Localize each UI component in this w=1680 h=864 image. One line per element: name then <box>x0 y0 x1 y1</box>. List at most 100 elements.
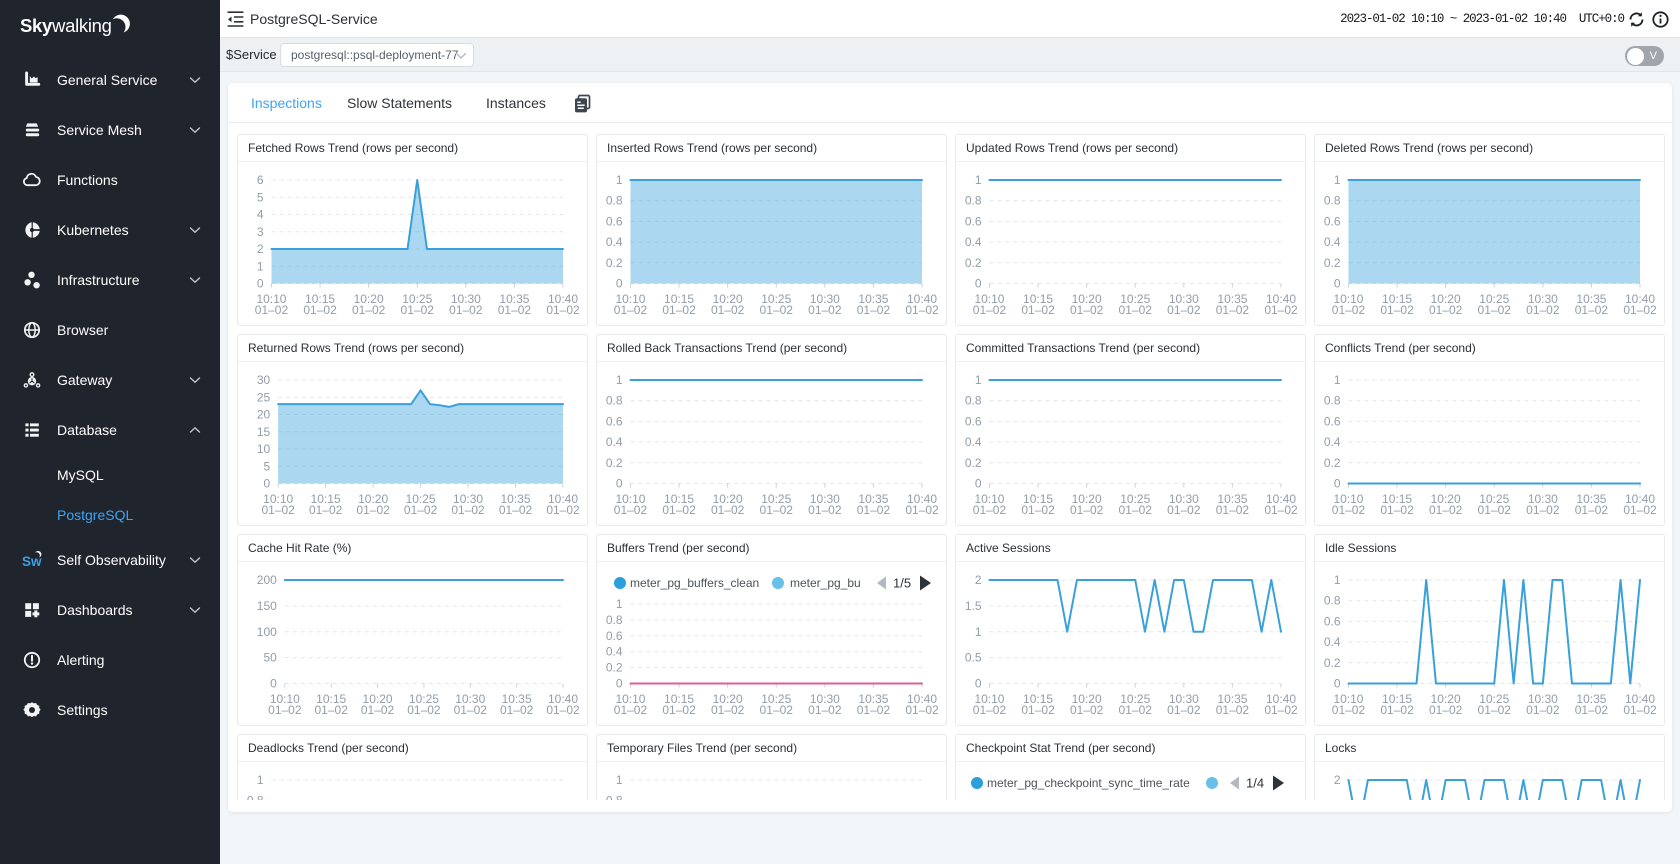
svg-text:0.8: 0.8 <box>606 613 623 627</box>
svg-text:0: 0 <box>264 477 271 491</box>
svg-text:01–02: 01–02 <box>1070 303 1104 317</box>
svg-text:01–02: 01–02 <box>857 303 891 317</box>
svg-text:10:30: 10:30 <box>1169 292 1199 306</box>
svg-text:10:20: 10:20 <box>354 292 384 306</box>
svg-text:10:10: 10:10 <box>1333 292 1363 306</box>
svg-text:01–02: 01–02 <box>1216 503 1250 517</box>
svg-text:10:10: 10:10 <box>256 292 286 306</box>
svg-text:10:40: 10:40 <box>1625 292 1655 306</box>
svg-text:01–02: 01–02 <box>1575 303 1609 317</box>
svg-text:10:15: 10:15 <box>1382 492 1412 506</box>
svg-text:0.6: 0.6 <box>606 414 623 428</box>
svg-text:10:20: 10:20 <box>1072 692 1102 706</box>
svg-text:10:25: 10:25 <box>1479 292 1509 306</box>
svg-text:01–02: 01–02 <box>1264 303 1298 317</box>
svg-text:0.2: 0.2 <box>965 456 982 470</box>
svg-text:6: 6 <box>257 173 264 187</box>
svg-text:0.8: 0.8 <box>965 394 982 408</box>
svg-text:10:10: 10:10 <box>615 292 645 306</box>
svg-text:100: 100 <box>257 625 277 639</box>
svg-text:01–02: 01–02 <box>1478 703 1512 717</box>
svg-text:01–02: 01–02 <box>268 703 302 717</box>
svg-text:10:30: 10:30 <box>1528 692 1558 706</box>
svg-text:0.6: 0.6 <box>606 629 623 643</box>
svg-text:01–02: 01–02 <box>315 703 349 717</box>
svg-text:01–02: 01–02 <box>614 703 648 717</box>
svg-text:01–02: 01–02 <box>1623 703 1657 717</box>
svg-text:01–02: 01–02 <box>1070 503 1104 517</box>
svg-text:0.2: 0.2 <box>606 256 623 270</box>
svg-text:01–02: 01–02 <box>905 303 939 317</box>
svg-text:01–02: 01–02 <box>662 503 696 517</box>
svg-text:10:10: 10:10 <box>974 292 1004 306</box>
svg-text:10:15: 10:15 <box>664 292 694 306</box>
svg-text:01–02: 01–02 <box>449 303 483 317</box>
svg-text:0.6: 0.6 <box>965 214 982 228</box>
svg-text:01–02: 01–02 <box>1380 303 1414 317</box>
svg-text:10: 10 <box>257 442 271 456</box>
svg-text:01–02: 01–02 <box>1119 703 1153 717</box>
svg-text:10:25: 10:25 <box>409 692 439 706</box>
svg-text:01–02: 01–02 <box>711 703 745 717</box>
svg-text:01–02: 01–02 <box>498 303 532 317</box>
svg-text:10:20: 10:20 <box>363 692 393 706</box>
svg-text:10:15: 10:15 <box>316 692 346 706</box>
svg-text:0.4: 0.4 <box>1324 235 1341 249</box>
svg-text:0: 0 <box>270 677 277 691</box>
svg-text:10:35: 10:35 <box>858 492 888 506</box>
svg-text:10:15: 10:15 <box>1023 692 1053 706</box>
svg-text:10:10: 10:10 <box>1333 692 1363 706</box>
svg-text:25: 25 <box>257 390 271 404</box>
svg-text:0.8: 0.8 <box>606 194 623 208</box>
svg-text:4: 4 <box>257 208 264 222</box>
svg-text:10:20: 10:20 <box>713 492 743 506</box>
svg-text:1: 1 <box>1334 573 1341 587</box>
svg-text:10:10: 10:10 <box>615 692 645 706</box>
svg-text:01–02: 01–02 <box>1021 703 1055 717</box>
svg-text:01–02: 01–02 <box>1021 303 1055 317</box>
svg-text:01–02: 01–02 <box>1623 503 1657 517</box>
svg-text:01–02: 01–02 <box>711 303 745 317</box>
svg-text:10:20: 10:20 <box>713 292 743 306</box>
svg-text:0.4: 0.4 <box>606 645 623 659</box>
svg-text:meter_pg_bu: meter_pg_bu <box>790 576 861 590</box>
svg-text:0: 0 <box>1334 677 1341 691</box>
svg-text:10:20: 10:20 <box>1072 292 1102 306</box>
svg-text:0.2: 0.2 <box>1324 456 1341 470</box>
svg-text:01–02: 01–02 <box>361 703 395 717</box>
svg-text:10:15: 10:15 <box>1023 292 1053 306</box>
svg-text:01–02: 01–02 <box>1429 303 1463 317</box>
svg-text:5: 5 <box>264 459 271 473</box>
svg-text:10:15: 10:15 <box>664 492 694 506</box>
svg-text:01–02: 01–02 <box>973 503 1007 517</box>
svg-text:10:15: 10:15 <box>305 292 335 306</box>
svg-text:0: 0 <box>257 277 264 291</box>
svg-text:01–02: 01–02 <box>546 703 580 717</box>
svg-text:2: 2 <box>975 573 982 587</box>
svg-text:1: 1 <box>616 173 623 187</box>
svg-text:0: 0 <box>616 477 623 491</box>
svg-text:01–02: 01–02 <box>1119 503 1153 517</box>
svg-text:0.2: 0.2 <box>1324 656 1341 670</box>
svg-text:01–02: 01–02 <box>857 703 891 717</box>
svg-text:01–02: 01–02 <box>1429 703 1463 717</box>
svg-text:1.5: 1.5 <box>965 599 982 613</box>
svg-text:0: 0 <box>1334 277 1341 291</box>
svg-text:10:35: 10:35 <box>1217 492 1247 506</box>
svg-text:01–02: 01–02 <box>1332 503 1366 517</box>
svg-text:01–02: 01–02 <box>857 503 891 517</box>
svg-text:0.6: 0.6 <box>965 414 982 428</box>
svg-text:10:35: 10:35 <box>501 492 531 506</box>
svg-text:10:35: 10:35 <box>499 292 529 306</box>
svg-text:10:35: 10:35 <box>1217 692 1247 706</box>
svg-text:meter_pg_buffers_clean: meter_pg_buffers_clean <box>630 576 759 590</box>
svg-text:3: 3 <box>257 225 264 239</box>
svg-text:1/4: 1/4 <box>1246 776 1264 791</box>
svg-text:10:10: 10:10 <box>974 692 1004 706</box>
svg-text:10:20: 10:20 <box>1431 692 1461 706</box>
svg-text:10:25: 10:25 <box>1120 692 1150 706</box>
svg-text:10:25: 10:25 <box>1120 292 1150 306</box>
svg-text:10:10: 10:10 <box>974 492 1004 506</box>
svg-text:10:25: 10:25 <box>761 492 791 506</box>
svg-text:10:20: 10:20 <box>1072 492 1102 506</box>
